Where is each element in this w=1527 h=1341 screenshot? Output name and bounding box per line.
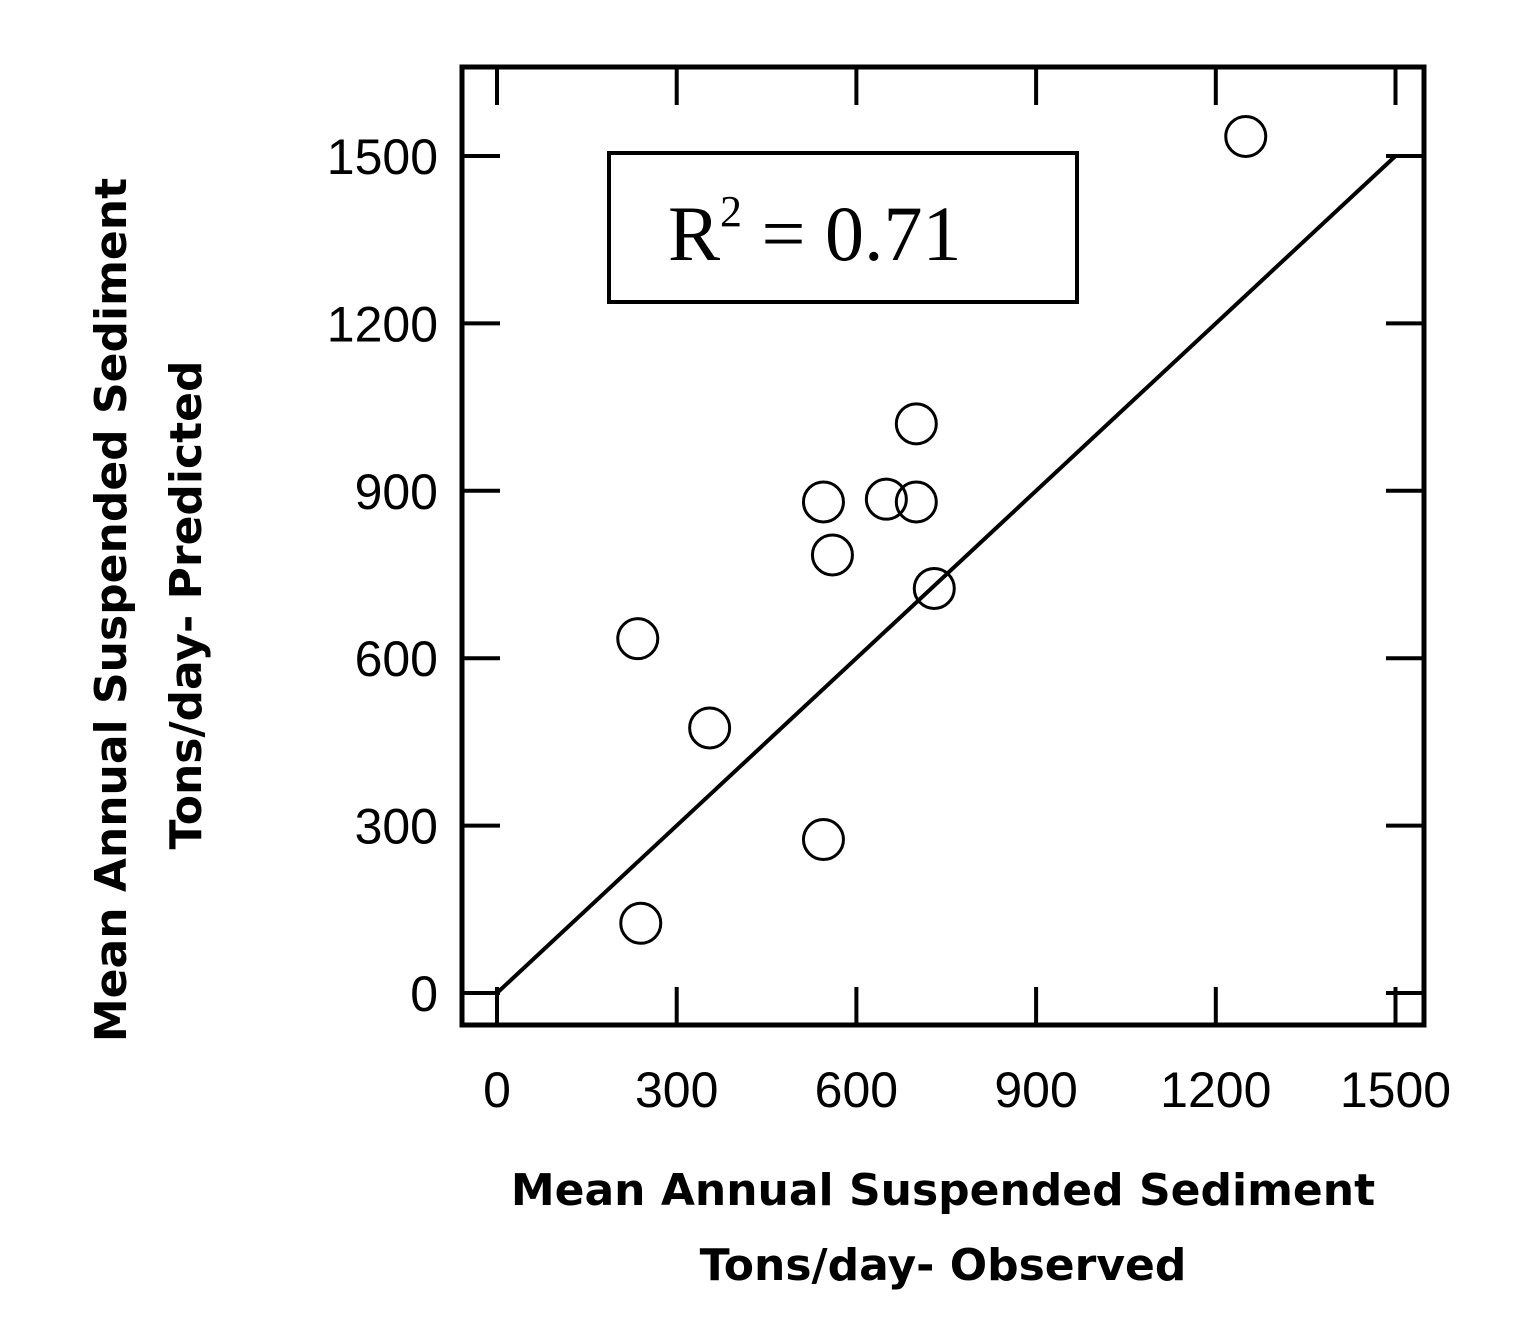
y-axis-title-line2: Tons/day- Predicted (161, 361, 212, 850)
x-tick-label: 600 (815, 1062, 898, 1118)
data-point (801, 480, 845, 524)
one-to-one-line (495, 154, 1397, 995)
plot-frame (459, 64, 1427, 1028)
x-tick-label: 1500 (1340, 1062, 1451, 1118)
r-squared-letter: R (668, 190, 720, 277)
x-axis-title-line2: Tons/day- Observed (700, 1240, 1187, 1291)
y-tick-label: 1500 (327, 129, 438, 185)
r-squared-frame (607, 151, 1079, 304)
data-point (801, 818, 845, 862)
x-tick-label: 300 (635, 1062, 718, 1118)
y-axis-title: Mean Annual Suspended Sediment Tons/day-… (86, 178, 212, 1042)
data-point (688, 706, 732, 750)
y-tick-label: 900 (355, 464, 438, 520)
data-point (894, 480, 938, 524)
data-points (616, 114, 1268, 945)
y-tick-labels: 0 300 600 900 1200 1500 (327, 129, 438, 1022)
r-squared-label: R2 = 0.71 (668, 187, 962, 277)
y-tick-label: 1200 (327, 296, 438, 352)
data-point (912, 566, 956, 610)
x-tick-labels: 0 300 600 900 1200 1500 (483, 1062, 1451, 1118)
y-tick-label: 0 (410, 966, 438, 1022)
data-point (864, 477, 908, 521)
x-tick-label: 1200 (1160, 1062, 1271, 1118)
data-point (619, 901, 663, 945)
r-squared-box: R2 = 0.71 (607, 151, 1079, 304)
x-tick-label: 0 (483, 1062, 511, 1118)
r-squared-value: = 0.71 (742, 190, 962, 277)
data-point (616, 617, 660, 661)
x-tick-label: 900 (994, 1062, 1077, 1118)
x-axis-title: Mean Annual Suspended Sediment Tons/day-… (511, 1165, 1375, 1291)
r-squared-superscript: 2 (720, 187, 742, 236)
tick-marks (462, 67, 1424, 1025)
y-axis-title-line1: Mean Annual Suspended Sediment (86, 178, 137, 1042)
data-point (894, 402, 938, 446)
y-tick-label: 600 (355, 631, 438, 687)
data-point (810, 533, 854, 577)
y-tick-label: 300 (355, 799, 438, 855)
x-axis-title-line1: Mean Annual Suspended Sediment (511, 1165, 1375, 1216)
data-point (1224, 114, 1268, 158)
